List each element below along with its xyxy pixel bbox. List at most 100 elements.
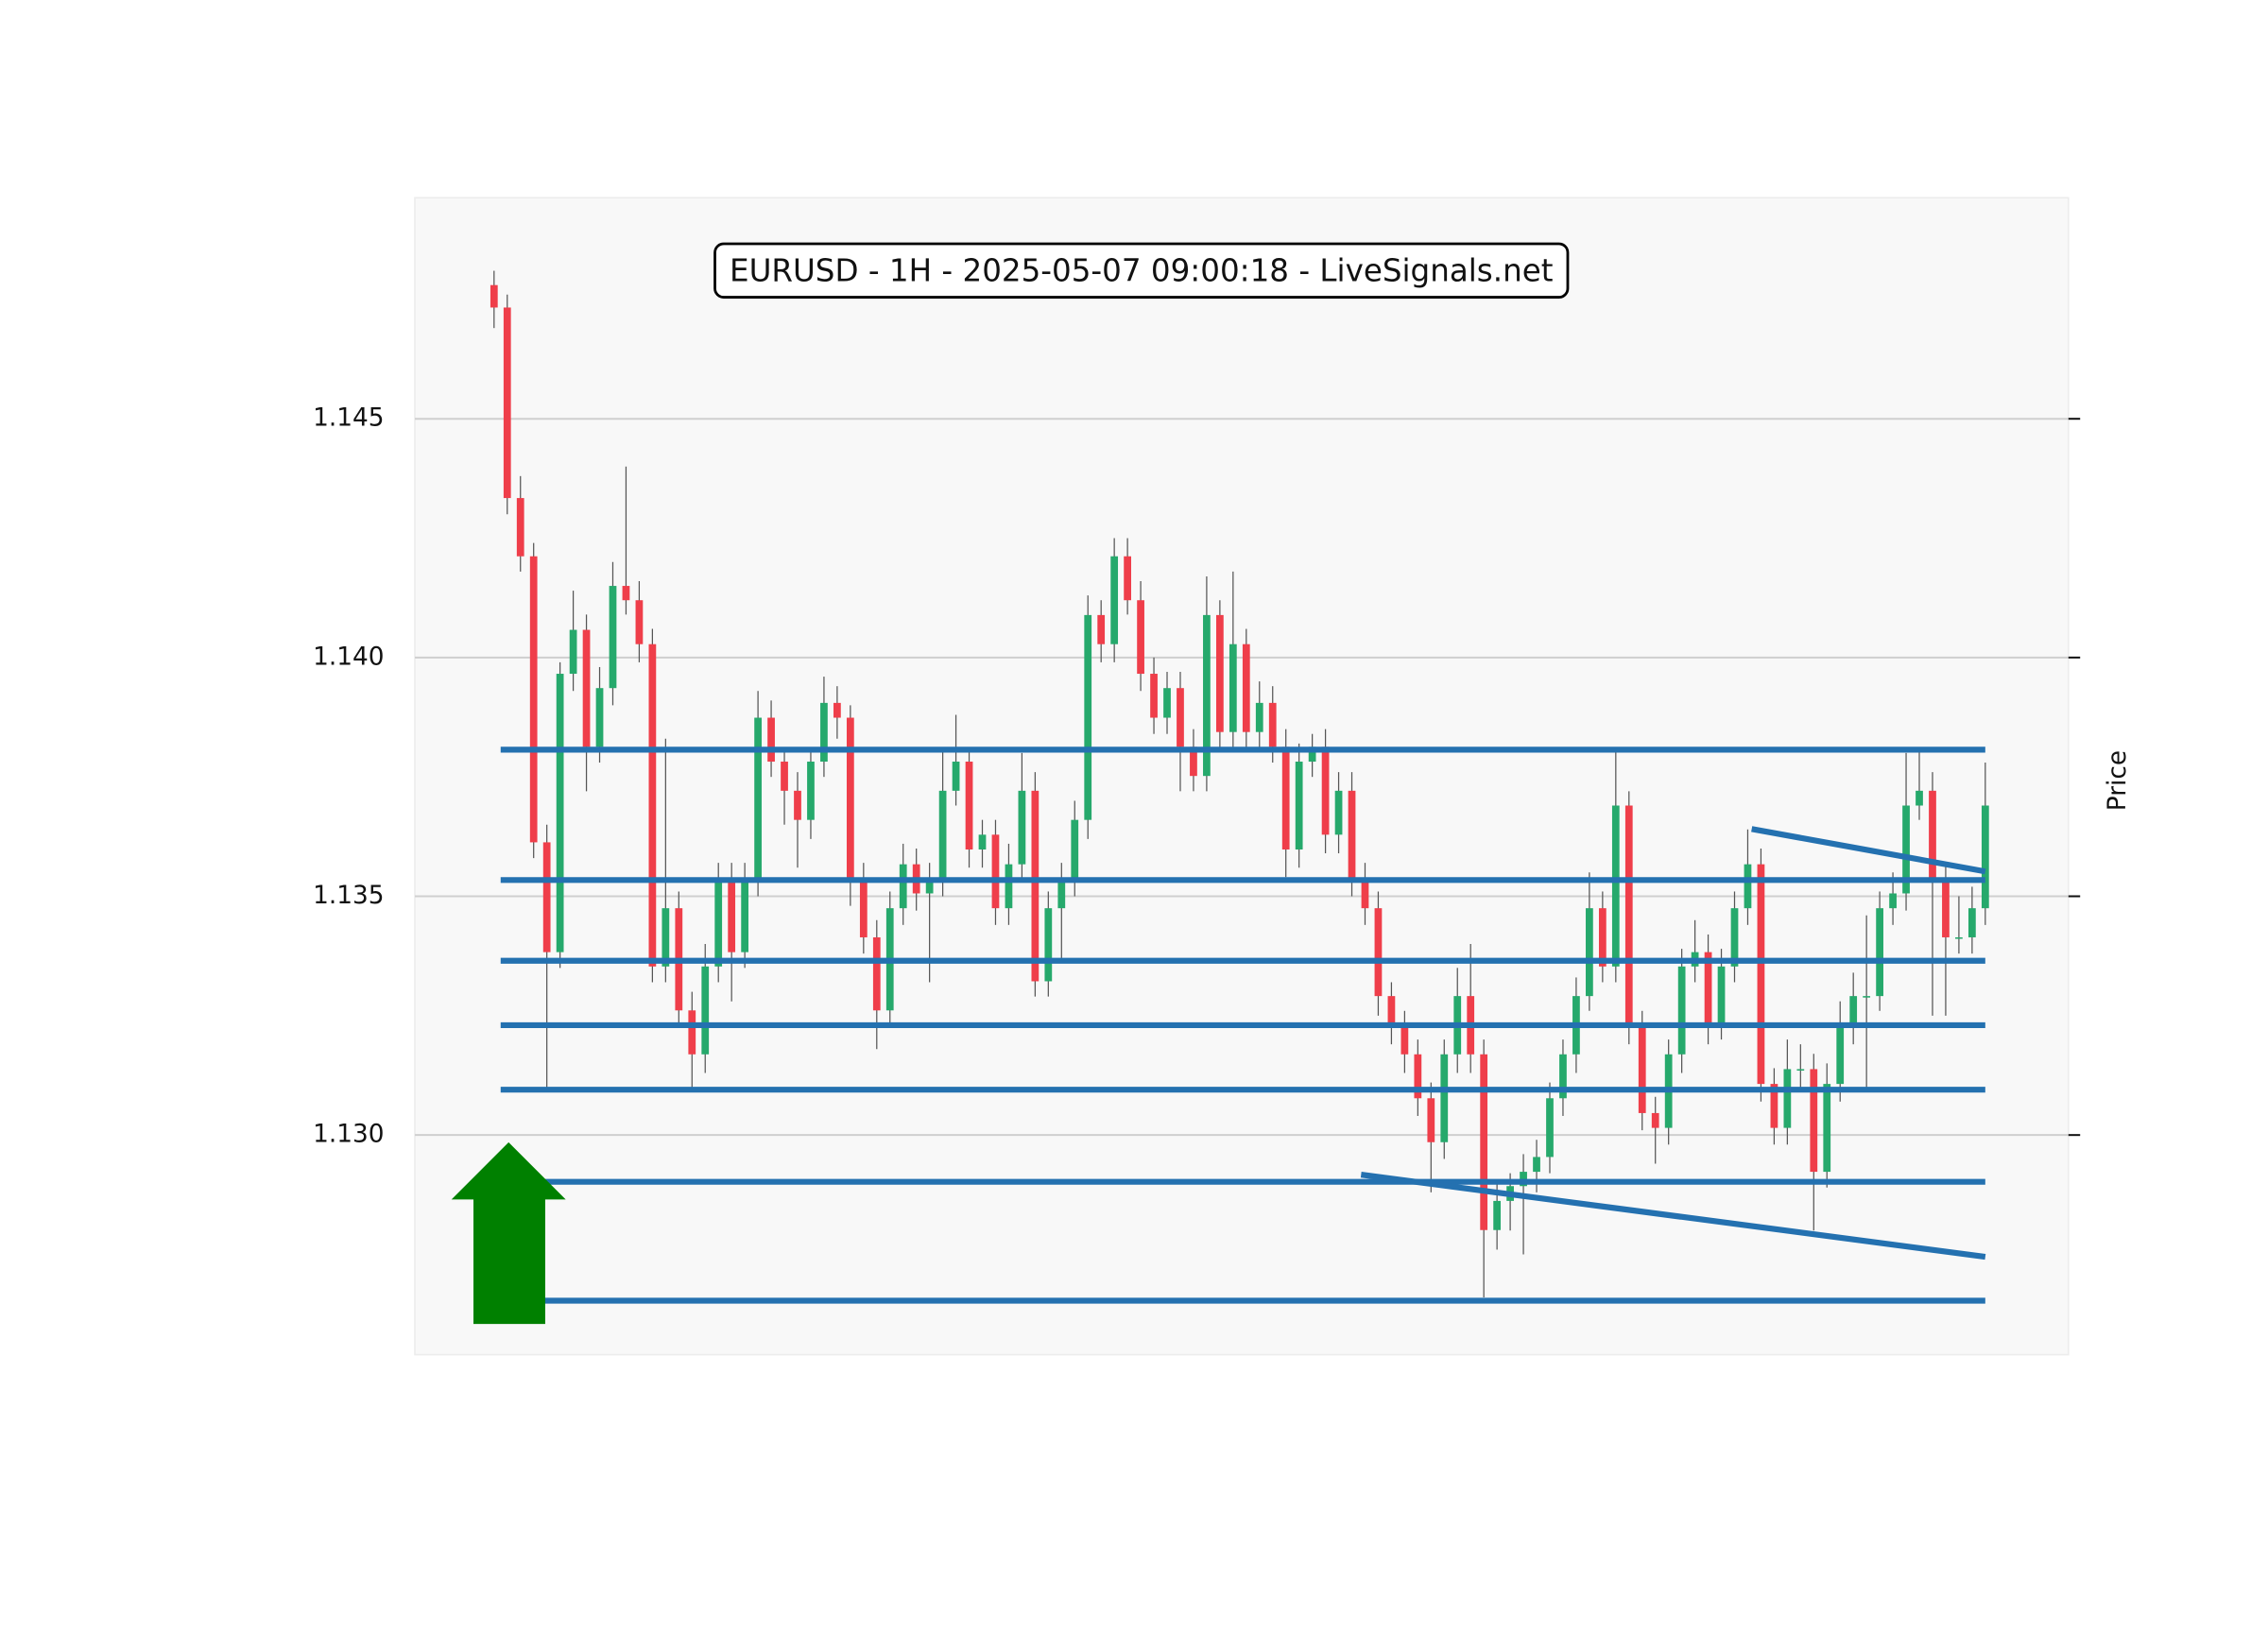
candle-body — [1480, 1054, 1488, 1230]
candle-body — [1005, 864, 1013, 909]
candle-body — [1097, 614, 1106, 644]
candle-body — [1876, 908, 1883, 997]
candle-body — [1863, 996, 1871, 998]
candle-body — [1717, 966, 1726, 1025]
candle-body — [1559, 1054, 1567, 1099]
candle-body — [582, 629, 591, 747]
candle-body — [1981, 805, 1989, 909]
candle-body — [1268, 702, 1277, 747]
candle-body — [925, 878, 934, 894]
candle-body — [1031, 790, 1040, 982]
chart-title: EURUSD - 1H - 2025-05-07 09:00:18 - Live… — [730, 252, 1553, 288]
candle-body — [556, 674, 564, 952]
candle-body — [1823, 1084, 1831, 1173]
y-tick-label: 1.130 — [313, 1121, 384, 1149]
candle-body — [609, 586, 617, 689]
candle-body — [1836, 1024, 1845, 1085]
candle-body — [1124, 556, 1131, 601]
candle-body — [807, 762, 815, 820]
candle-body — [1190, 746, 1197, 777]
trend-line — [1360, 1172, 1986, 1261]
trend-line — [1751, 826, 1986, 875]
candle-body — [569, 629, 577, 675]
candle-body — [1796, 1069, 1805, 1071]
candle-body — [1493, 1200, 1502, 1230]
candle-body — [622, 586, 630, 601]
candle-body — [728, 878, 736, 952]
candle-body — [754, 717, 762, 879]
candle-body — [1348, 790, 1356, 879]
candle-body — [1744, 864, 1752, 909]
candle-body — [1810, 1069, 1818, 1173]
candle-body — [595, 688, 604, 747]
candle-body — [701, 966, 710, 1055]
candle-body — [741, 878, 749, 952]
candle-body — [1440, 1054, 1449, 1142]
candle-body — [1281, 746, 1290, 849]
candle-body — [1929, 790, 1936, 879]
candle-body — [1849, 996, 1858, 1025]
candle-body — [1203, 614, 1211, 777]
candle-body — [1137, 600, 1144, 675]
candle-body — [1967, 908, 1976, 937]
candle-body — [1638, 1024, 1646, 1113]
candles — [490, 270, 1989, 1297]
title-box: EURUSD - 1H - 2025-05-07 09:00:18 - Live… — [713, 242, 1570, 299]
candle-body — [1163, 688, 1171, 718]
candle-body — [899, 864, 907, 909]
candle-body — [978, 834, 987, 849]
candle-body — [1546, 1098, 1554, 1158]
candle-body — [1374, 908, 1383, 997]
candle-body — [1427, 1098, 1435, 1142]
candle-body — [1889, 893, 1897, 909]
candle-body — [1624, 805, 1633, 1025]
candle-body — [1770, 1084, 1778, 1128]
candle-body — [648, 643, 657, 967]
candle-body — [1071, 819, 1079, 879]
candle-body — [490, 284, 498, 308]
candle-body — [1677, 966, 1686, 1055]
buy-arrow — [451, 1141, 566, 1325]
candle-body — [714, 878, 723, 967]
candle-body — [1295, 762, 1303, 849]
candle-body — [859, 878, 868, 937]
candle-body — [1242, 643, 1250, 732]
candle-body — [1110, 556, 1119, 644]
candle-body — [1018, 790, 1026, 865]
candle-body — [1586, 908, 1593, 997]
candle-body — [662, 908, 670, 967]
candle-body — [503, 307, 511, 499]
candle-body — [516, 498, 524, 557]
candle-body — [1215, 614, 1224, 732]
candle-body — [1400, 1024, 1409, 1055]
candle-body — [1084, 614, 1092, 820]
candle-body — [1611, 805, 1620, 967]
candle-body — [1955, 936, 1963, 939]
candle-body — [1730, 908, 1739, 967]
y-tick-label: 1.140 — [313, 643, 384, 671]
candle-body — [1308, 746, 1316, 763]
candle-body — [1704, 952, 1712, 1025]
candle-body — [1057, 878, 1066, 909]
candle-body — [529, 556, 538, 843]
candle-body — [1321, 746, 1330, 835]
candle-body — [1757, 864, 1765, 1085]
candle-body — [1783, 1069, 1792, 1128]
candle-body — [833, 702, 841, 718]
candle-body — [872, 936, 881, 1011]
candle-body — [1228, 643, 1237, 732]
candle-body — [1916, 790, 1923, 806]
candle-body — [688, 1010, 696, 1055]
candle-body — [938, 790, 947, 879]
candle-body — [952, 762, 960, 791]
candle-body — [542, 842, 551, 952]
plot-area — [414, 197, 2070, 1356]
candle-body — [1902, 805, 1910, 894]
y-tick-label: 1.135 — [313, 882, 384, 910]
candle-body — [1044, 908, 1053, 982]
candle-body — [1361, 878, 1369, 909]
candle-body — [1942, 878, 1950, 937]
candle-body — [767, 717, 775, 763]
y-tick-label: 1.145 — [313, 404, 384, 433]
grid: 1.130 1.135 1.140 1.145 — [313, 404, 2081, 1149]
